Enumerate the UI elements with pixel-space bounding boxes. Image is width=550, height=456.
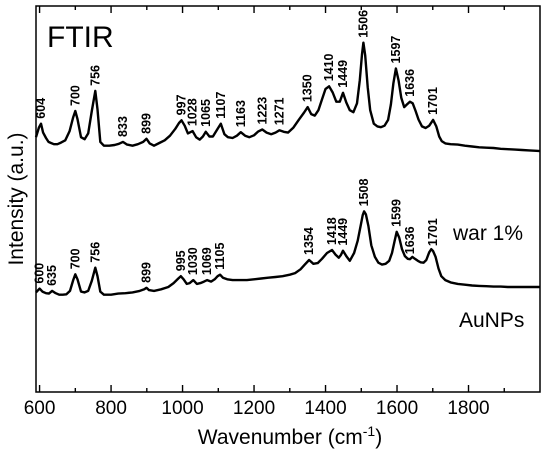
x-tick-label: 1200 <box>233 398 275 419</box>
series-line-war <box>34 41 541 153</box>
series-label-aunps: AuNPs <box>459 309 524 332</box>
peak-label: 1028 <box>186 98 200 126</box>
peak-label: 1105 <box>213 243 227 270</box>
peak-label: 700 <box>68 248 82 269</box>
peak-label: 899 <box>139 262 153 283</box>
series-labels: war 1% AuNPs <box>452 222 524 332</box>
x-tick-label: 1000 <box>161 398 203 419</box>
peak-label: 1065 <box>199 99 213 127</box>
peak-label: 1354 <box>302 227 316 255</box>
peak-label: 1449 <box>336 60 350 88</box>
peak-label: 1449 <box>336 218 350 246</box>
x-tick-label: 800 <box>95 398 127 419</box>
chart-title: FTIR <box>47 21 114 54</box>
series-layer <box>34 41 541 296</box>
peak-label: 756 <box>88 65 102 86</box>
x-axis-ticks: 600 800 1000 1200 1400 1600 1800 <box>24 6 505 419</box>
peak-label: 899 <box>139 113 153 134</box>
peak-label: 756 <box>88 242 102 263</box>
series-label-war: war 1% <box>452 222 523 245</box>
peak-label: 1636 <box>403 69 417 97</box>
peak-label: 1599 <box>390 199 404 227</box>
peak-label: 1506 <box>356 10 370 38</box>
peak-label: 604 <box>34 98 48 119</box>
series-line-aunps <box>35 210 540 296</box>
peak-label: 600 <box>33 263 47 284</box>
peak-label: 1410 <box>322 53 336 81</box>
peak-label: 635 <box>45 265 59 286</box>
peak-label: 1701 <box>426 218 440 246</box>
peak-label: 1350 <box>301 74 315 102</box>
peak-label: 1701 <box>426 87 440 115</box>
peak-label: 1418 <box>325 217 339 245</box>
x-tick-label: 1400 <box>304 398 346 419</box>
x-tick-label: 1800 <box>447 398 489 419</box>
peak-label: 1223 <box>255 97 269 125</box>
peak-label: 1508 <box>357 179 371 207</box>
peak-label: 1069 <box>200 247 214 275</box>
peak-label: 1636 <box>403 226 417 254</box>
peak-label: 995 <box>174 250 188 271</box>
peak-label: 1597 <box>389 36 403 64</box>
x-axis-label: Wavenumber (cm-1) <box>198 423 382 449</box>
peak-label: 1107 <box>214 92 228 119</box>
peak-label: 1163 <box>234 100 248 127</box>
x-tick-label: 600 <box>24 398 56 419</box>
peak-label: 1271 <box>272 97 286 125</box>
peak-label: 833 <box>116 116 130 137</box>
peak-label: 1030 <box>186 247 200 275</box>
x-tick-label: 1600 <box>376 398 418 419</box>
y-axis-label: Intensity (a.u.) <box>5 132 28 265</box>
peak-label: 997 <box>174 94 188 115</box>
peak-label: 700 <box>68 85 82 106</box>
plot-frame <box>35 5 541 393</box>
